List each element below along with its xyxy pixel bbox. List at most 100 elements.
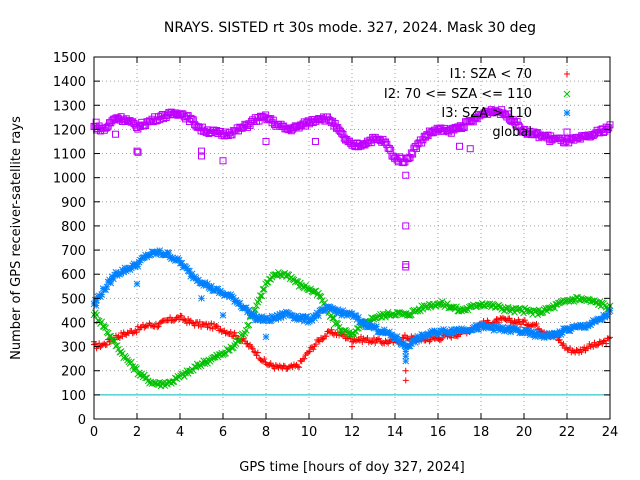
legend-item: I3: SZA > 110 (441, 106, 571, 121)
legend-item: I2: 70 <= SZA <= 110 (384, 87, 571, 102)
data-point (205, 321, 212, 328)
data-point (504, 110, 512, 118)
data-point (178, 312, 185, 319)
x-tick-label: 6 (219, 425, 227, 440)
x-axis-label: GPS time [hours of doy 327, 2024] (239, 460, 464, 475)
y-tick-label: 800 (61, 220, 86, 235)
data-point (319, 336, 326, 343)
data-point (560, 340, 567, 347)
data-point (272, 315, 280, 323)
data-point (167, 314, 174, 321)
data-point (216, 327, 223, 334)
data-point (189, 366, 197, 374)
outlier-point (402, 367, 409, 374)
y-tick-label: 1400 (53, 75, 86, 90)
data-point (330, 314, 338, 322)
data-point (509, 305, 517, 312)
data-point (594, 342, 601, 349)
data-point (133, 329, 140, 336)
data-point (475, 326, 482, 333)
data-point (386, 311, 393, 319)
outlier-point (311, 137, 319, 145)
data-point (494, 316, 501, 323)
data-point (400, 310, 407, 317)
x-tick-label: 22 (559, 425, 576, 440)
data-point (244, 340, 251, 347)
data-point (373, 336, 380, 343)
data-point (231, 329, 238, 336)
data-point (364, 335, 371, 342)
data-point (597, 339, 604, 346)
y-tick-label: 900 (61, 196, 86, 211)
outlier-point (456, 142, 463, 150)
data-point (317, 293, 325, 301)
legend-marker (564, 71, 570, 77)
data-point (327, 329, 334, 336)
outlier-point (198, 147, 205, 155)
chart-title: NRAYS. SISTED rt 30s mode. 327, 2024. Ma… (164, 20, 536, 36)
y-tick-label: 1000 (53, 172, 86, 187)
x-tick-label: 0 (90, 425, 98, 440)
data-point (418, 302, 426, 310)
outlier-point (466, 145, 474, 153)
outlier-point (546, 137, 554, 145)
data-point (245, 321, 253, 329)
data-point (249, 345, 256, 352)
axis-ticks: 0 2 4 6 8 10 12 14 16 18 20 22 240100200300400500600… (53, 51, 618, 440)
data-point (517, 321, 524, 328)
data-point (383, 339, 390, 346)
outlier-point (402, 357, 410, 365)
data-point (101, 340, 108, 347)
series-3 (90, 106, 614, 271)
data-point (556, 336, 563, 343)
data-point (329, 330, 336, 337)
x-tick-label: 18 (473, 425, 490, 440)
outlier-point (219, 157, 227, 165)
legend-label: I1: SZA < 70 (450, 67, 532, 82)
legend-marker (563, 109, 571, 117)
x-tick-label: 14 (387, 425, 404, 440)
data-point (260, 286, 268, 293)
data-point (113, 342, 121, 349)
data-point (576, 349, 583, 356)
data-point (312, 341, 319, 348)
data-point (227, 328, 234, 335)
data-point (142, 323, 149, 330)
data-point (393, 309, 401, 316)
data-point (154, 324, 161, 331)
data-point (376, 335, 383, 342)
outlier-point (92, 118, 100, 126)
series-0 (91, 312, 613, 384)
outlier-point (219, 311, 227, 319)
legend-marker (563, 128, 571, 136)
data-point (372, 340, 379, 347)
data-point (294, 363, 301, 370)
data-point (93, 311, 100, 319)
data-point (334, 320, 342, 328)
y-tick-label: 600 (61, 268, 86, 283)
y-axis-label: Number of GPS receiver-satellite rays (9, 116, 24, 360)
outlier-point (133, 280, 141, 288)
data-point (183, 320, 190, 327)
data-point (103, 283, 111, 291)
outlier-point (402, 261, 410, 269)
data-point (605, 335, 612, 342)
data-point (435, 335, 442, 342)
data-point (604, 313, 611, 320)
data-point (254, 349, 261, 356)
legend-item: global (492, 125, 571, 140)
data-point (132, 327, 139, 334)
data-point (289, 364, 296, 371)
legend: I1: SZA < 70 I2: 70 <= SZA <= 110 I3: SZA … (384, 67, 571, 140)
data-point (301, 355, 308, 362)
data-point (310, 346, 317, 353)
data-point (287, 363, 294, 370)
data-point (278, 363, 285, 370)
data-point (224, 347, 232, 354)
outlier-point (133, 147, 141, 155)
data-point (107, 332, 115, 340)
outlier-point (198, 294, 205, 302)
legend-marker (563, 90, 571, 98)
y-tick-label: 200 (61, 365, 86, 380)
data-point (355, 336, 362, 343)
